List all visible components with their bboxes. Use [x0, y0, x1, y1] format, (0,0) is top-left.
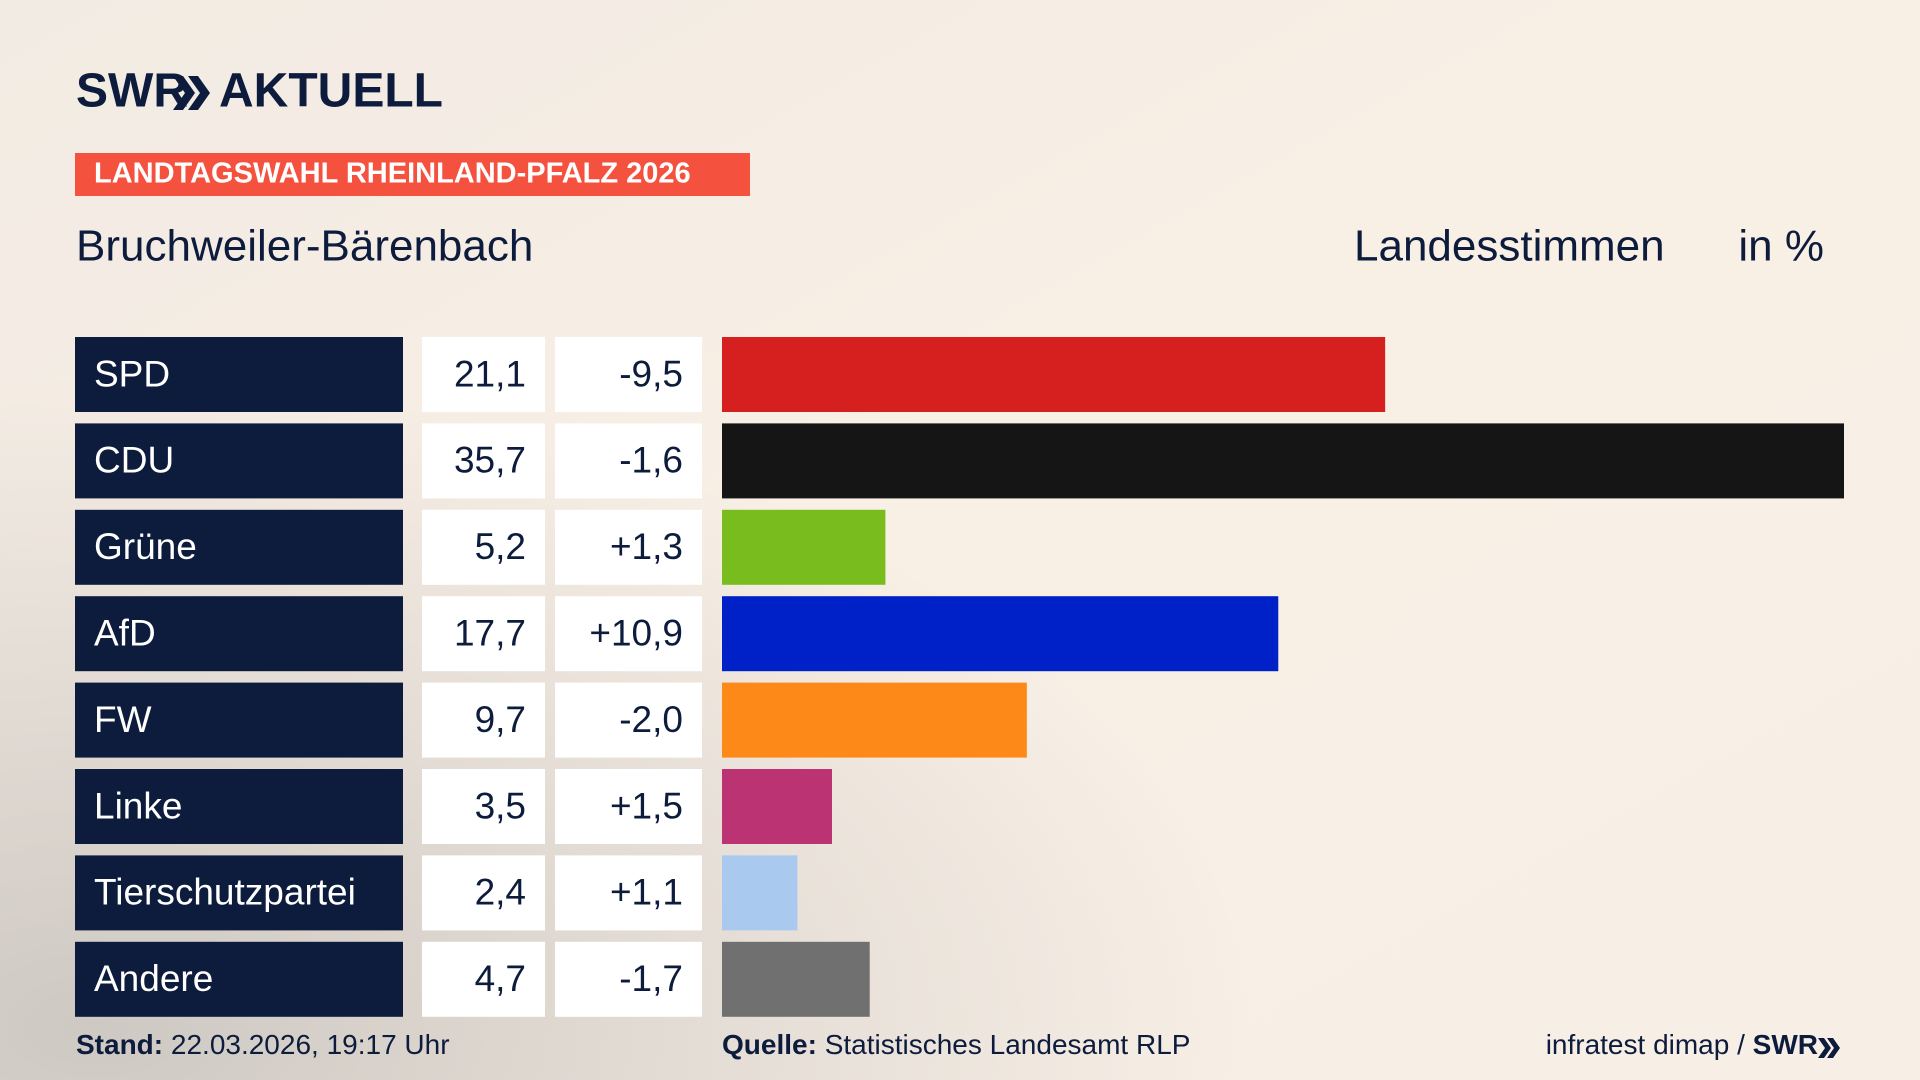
brand-chevrons — [173, 76, 210, 110]
value-label: 5,2 — [475, 526, 526, 567]
footer-credit: infratest dimap / SWR — [1546, 1029, 1818, 1060]
party-label: CDU — [94, 440, 174, 481]
party-label: Linke — [94, 785, 182, 826]
stand-value: 22.03.2026, 19:17 Uhr — [171, 1029, 450, 1060]
party-label: Andere — [94, 958, 213, 999]
party-box — [75, 769, 403, 844]
source-value: Statistisches Landesamt RLP — [825, 1029, 1191, 1060]
bar — [722, 423, 1844, 499]
change-box — [555, 423, 702, 499]
party-label: Tierschutzpartei — [94, 872, 356, 913]
bar — [722, 769, 832, 844]
value-box — [422, 509, 545, 585]
change-box — [555, 596, 702, 672]
value-label: 21,1 — [454, 353, 526, 394]
party-box — [75, 941, 403, 1017]
change-label: -9,5 — [619, 353, 683, 394]
party-box — [75, 337, 403, 412]
value-label: 2,4 — [475, 872, 526, 913]
change-label: +10,9 — [589, 612, 683, 653]
change-label: -1,7 — [619, 958, 683, 999]
value-box — [422, 682, 545, 758]
change-box — [555, 769, 702, 844]
party-label: Grüne — [94, 526, 197, 567]
value-label: 3,5 — [475, 785, 526, 826]
bar — [722, 337, 1386, 412]
change-label: +1,1 — [610, 872, 683, 913]
party-box — [75, 682, 403, 758]
source-label: Quelle: — [722, 1029, 817, 1060]
party-box — [75, 509, 403, 585]
bar — [722, 682, 1027, 758]
credit-brand: SWR — [1753, 1029, 1818, 1060]
value-box — [422, 596, 545, 672]
party-box — [75, 855, 403, 931]
change-label: +1,5 — [610, 785, 683, 826]
bar — [722, 509, 886, 585]
change-box — [555, 337, 702, 412]
credit-chevrons — [1818, 1038, 1840, 1058]
value-box — [422, 337, 545, 412]
change-box — [555, 855, 702, 931]
value-label: 35,7 — [454, 440, 526, 481]
brand: SWR — [76, 65, 188, 118]
value-box — [422, 855, 545, 931]
party-label: FW — [94, 699, 152, 740]
measure: Landesstimmen — [1354, 222, 1665, 271]
value-box — [422, 423, 545, 499]
value-box — [422, 769, 545, 844]
value-label: 17,7 — [454, 612, 526, 653]
change-box — [555, 509, 702, 585]
unit: in % — [1738, 222, 1824, 271]
party-box — [75, 423, 403, 499]
tag-box — [75, 153, 750, 196]
bar — [722, 596, 1279, 672]
value-label: 4,7 — [475, 958, 526, 999]
bar — [722, 855, 798, 931]
footer-source: Quelle: Statistisches Landesamt RLP — [722, 1029, 1190, 1060]
stand-label: Stand: — [76, 1029, 163, 1060]
value-label: 9,7 — [475, 699, 526, 740]
chart-title: Bruchweiler-Bärenbach — [76, 222, 533, 271]
change-box — [555, 682, 702, 758]
rows: SPD 21,1 -9,5 CDU 35,7 -1,6 Grüne 5,2 +1,3 AfD 17,… — [75, 337, 1844, 1017]
value-box — [422, 941, 545, 1017]
footer-stand: Stand: 22.03.2026, 19:17 Uhr — [76, 1029, 450, 1060]
tag: LANDTAGSWAHL RHEINLAND-PFALZ 2026 — [94, 158, 691, 190]
change-label: -2,0 — [619, 699, 683, 740]
party-label: AfD — [94, 612, 156, 653]
party-box — [75, 596, 403, 672]
change-label: +1,3 — [610, 526, 683, 567]
change-box — [555, 941, 702, 1017]
credit: infratest dimap / — [1546, 1029, 1745, 1060]
bar — [722, 941, 870, 1017]
section: AKTUELL — [219, 65, 443, 118]
party-label: SPD — [94, 353, 170, 394]
change-label: -1,6 — [619, 440, 683, 481]
